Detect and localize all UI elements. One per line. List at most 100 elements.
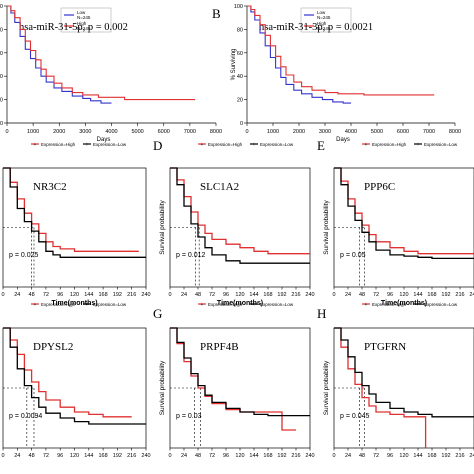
p-value: p = 0.025 xyxy=(9,252,38,259)
x-tick-label: 216 xyxy=(455,453,464,459)
legend-count: N=245 xyxy=(77,26,91,31)
legend: + Expression=High + Expression=Low xyxy=(362,142,458,148)
km-curve-high xyxy=(247,5,435,96)
km-curve-low xyxy=(3,167,146,258)
y-axis-label: Survival probability xyxy=(323,360,330,415)
legend-label: Expression=Low xyxy=(260,302,294,307)
legend-label: High xyxy=(77,21,87,26)
legend-label: Expression=High xyxy=(208,142,243,147)
x-tick-label: 120 xyxy=(235,453,244,459)
x-axis-label: Time(months) xyxy=(217,300,263,307)
x-tick-label: 1000 xyxy=(267,129,279,135)
legend-count: N=245 xyxy=(317,15,331,20)
x-tick-label: 7000 xyxy=(184,129,196,135)
gene-label: PTGFRN xyxy=(364,341,406,353)
x-axis-label: Time(months) xyxy=(381,300,427,307)
p-value: p = 0.0094 xyxy=(9,413,42,420)
gene-label: SLC1A2 xyxy=(200,181,239,193)
x-tick-label: 8000 xyxy=(449,129,461,135)
x-tick-label: 24 xyxy=(181,453,187,459)
x-tick-label: 240 xyxy=(305,292,314,298)
x-tick-label: 144 xyxy=(84,453,93,459)
legend-label: Expression=High xyxy=(41,142,76,147)
x-tick-label: 0 xyxy=(168,453,171,459)
legend-count: N=245 xyxy=(317,26,331,31)
x-tick-label: 168 xyxy=(263,292,272,298)
legend-label: Expression=Low xyxy=(424,302,458,307)
x-axis-label: Time(months) xyxy=(51,300,97,307)
x-tick-label: 48 xyxy=(359,292,365,298)
x-axis-label: Days xyxy=(336,137,350,143)
x-tick-label: 240 xyxy=(469,292,474,298)
x-tick-label: 144 xyxy=(84,292,93,298)
x-tick-label: 24 xyxy=(14,453,20,459)
x-tick-label: 48 xyxy=(29,453,35,459)
y-tick-label: 80 xyxy=(0,27,3,33)
y-axis-label: Survival probability xyxy=(323,199,330,254)
x-tick-label: 240 xyxy=(469,453,474,459)
x-tick-label: 2000 xyxy=(53,129,65,135)
y-tick-label: 20 xyxy=(0,98,3,104)
x-tick-label: 0 xyxy=(1,292,4,298)
x-tick-label: 48 xyxy=(195,453,201,459)
x-tick-label: 5000 xyxy=(132,129,144,135)
y-axis-label: Survival probability xyxy=(159,360,166,415)
legend-marker: + xyxy=(201,142,204,148)
legend-label: Low xyxy=(77,10,86,15)
legend: + Expression=High + Expression=Low xyxy=(362,302,458,308)
x-tick-label: 48 xyxy=(29,292,35,298)
legend: + Expression=High + Expression=Low xyxy=(198,302,294,308)
km-curve-low xyxy=(247,5,351,104)
x-tick-label: 144 xyxy=(413,292,422,298)
x-tick-label: 216 xyxy=(455,292,464,298)
legend-marker: + xyxy=(86,302,89,308)
km-curve-low xyxy=(3,327,146,425)
km-curve-low xyxy=(334,167,474,260)
km-curve-high xyxy=(3,167,139,252)
x-tick-label: 144 xyxy=(249,453,258,459)
x-tick-label: 2000 xyxy=(293,129,305,135)
gene-label: DPYSL2 xyxy=(33,341,73,353)
legend-label: Expression=Low xyxy=(424,142,458,147)
panel-letter: D xyxy=(153,138,162,153)
legend-marker: + xyxy=(417,302,420,308)
y-tick-label: 60 xyxy=(0,51,3,57)
legend-label: Expression=Low xyxy=(260,142,294,147)
panel-e: E + Expression=High + Expression=Low 0 24 48 72 9… xyxy=(317,138,474,307)
x-tick-label: 0 xyxy=(245,129,248,135)
y-tick-label: 60 xyxy=(237,51,243,57)
x-tick-label: 192 xyxy=(113,453,122,459)
y-tick-label: 0 xyxy=(0,121,3,127)
x-tick-label: 0 xyxy=(332,453,335,459)
x-tick-label: 240 xyxy=(141,292,150,298)
x-tick-label: 96 xyxy=(387,453,393,459)
legend-marker: + xyxy=(365,302,368,308)
p-value: p = 0.045 xyxy=(340,413,369,420)
x-tick-label: 168 xyxy=(263,453,272,459)
x-tick-label: 216 xyxy=(291,292,300,298)
x-tick-label: 192 xyxy=(113,292,122,298)
y-tick-label: 100 xyxy=(234,4,243,10)
x-tick-label: 216 xyxy=(127,453,136,459)
x-tick-label: 240 xyxy=(305,453,314,459)
km-curve-low xyxy=(334,327,474,418)
x-tick-label: 120 xyxy=(70,453,79,459)
x-tick-label: 0 xyxy=(1,453,4,459)
x-tick-label: 120 xyxy=(70,292,79,298)
legend-marker: + xyxy=(417,142,420,148)
x-tick-label: 168 xyxy=(427,292,436,298)
p-value: p = 0.03 xyxy=(176,413,202,420)
x-tick-label: 216 xyxy=(291,453,300,459)
panel-c: + Expression=High + Expression=Low 0 24 48 72 96… xyxy=(1,142,150,307)
legend-marker: + xyxy=(253,142,256,148)
x-tick-label: 48 xyxy=(195,292,201,298)
panel-h: H + Expression=High + Expression=Low 0 24 48 72 9… xyxy=(317,302,474,459)
x-tick-label: 168 xyxy=(99,453,108,459)
p-value: p = 0.05 xyxy=(340,252,366,259)
x-tick-label: 96 xyxy=(223,292,229,298)
x-tick-label: 7000 xyxy=(423,129,435,135)
x-tick-label: 3000 xyxy=(79,129,91,135)
gene-label: PRPF4B xyxy=(200,341,239,353)
legend-marker: + xyxy=(34,302,37,308)
